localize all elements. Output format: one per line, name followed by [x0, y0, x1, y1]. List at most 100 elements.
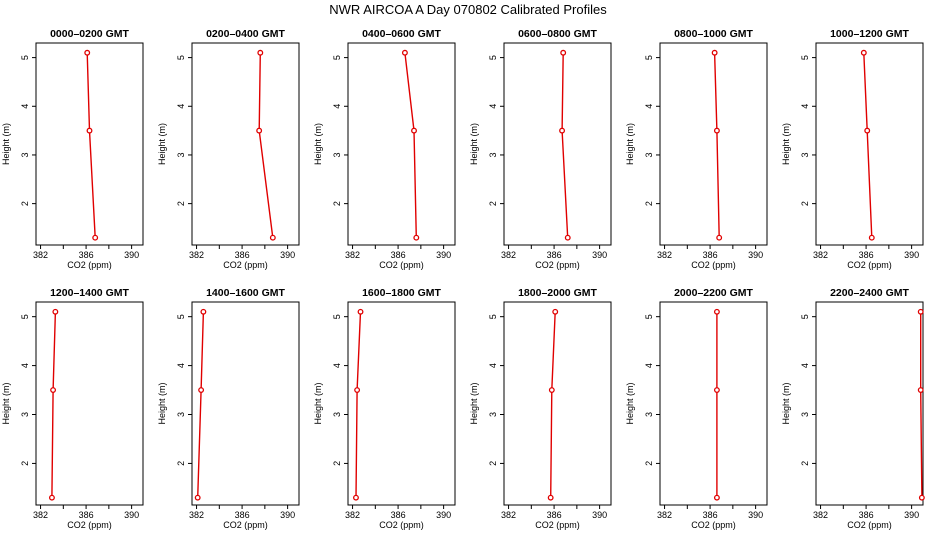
panel-title: 2200–2400 GMT	[830, 287, 909, 299]
x-tick-label: 390	[124, 510, 139, 520]
x-tick-label: 390	[904, 250, 919, 260]
data-point	[256, 127, 263, 134]
profile-line	[86, 52, 96, 238]
panel-9: 1600–1800 GMT 382 386 390 CO2 (ppm) 2 3 4 5 Heigh…	[313, 287, 456, 530]
panel-title: 1800–2000 GMT	[518, 287, 597, 299]
panel-11: 2000–2200 GMT 382 386 390 CO2 (ppm) 2 3 4 5 Heigh…	[625, 287, 768, 530]
y-tick-label: 3	[644, 412, 654, 417]
y-tick-label: 3	[644, 152, 654, 157]
x-tick-label: 382	[813, 510, 828, 520]
data-point	[353, 494, 359, 501]
data-point	[257, 49, 264, 56]
x-tick-label: 390	[592, 510, 607, 520]
y-axis-label: Height (m)	[781, 382, 791, 424]
y-axis-label: Height (m)	[1, 123, 11, 165]
plot-frame	[347, 42, 456, 246]
figure-title: NWR AIRCOA A Day 070802 Calibrated Profi…	[329, 2, 607, 17]
y-tick-label: 2	[644, 201, 654, 206]
y-tick-label: 4	[800, 363, 810, 368]
plot-frame	[815, 42, 924, 246]
data-point	[860, 49, 867, 56]
data-point	[552, 308, 559, 315]
panel-10: 1800–2000 GMT 382 386 390 CO2 (ppm) 2 3 4 5 Heigh…	[469, 287, 612, 530]
y-tick-label: 5	[20, 55, 30, 60]
data-point	[868, 234, 875, 241]
x-axis-label: CO2 (ppm)	[379, 520, 424, 530]
y-tick-label: 4	[488, 104, 498, 109]
x-axis-label: CO2 (ppm)	[535, 260, 580, 270]
data-point	[194, 494, 201, 501]
data-point	[354, 387, 361, 393]
y-tick-label: 2	[800, 461, 810, 466]
y-axis-label: Height (m)	[157, 123, 167, 165]
data-point	[918, 494, 925, 501]
y-tick-label: 2	[20, 461, 30, 466]
data-point	[713, 127, 720, 134]
x-tick-label: 390	[904, 510, 919, 520]
y-tick-label: 4	[20, 104, 30, 109]
x-tick-label: 382	[657, 250, 672, 260]
y-axis-label: Height (m)	[469, 123, 479, 165]
data-point	[559, 127, 566, 134]
y-axis-label: Height (m)	[625, 382, 635, 424]
x-tick-label: 386	[859, 510, 874, 520]
panel-4: 0600–0800 GMT 382 386 390 CO2 (ppm) 2 3 4 5 Heigh…	[469, 28, 612, 270]
x-tick-label: 390	[436, 510, 451, 520]
data-point	[713, 308, 720, 315]
x-tick-label: 386	[703, 510, 718, 520]
x-tick-label: 382	[501, 250, 516, 260]
x-tick-label: 386	[79, 510, 94, 520]
plot-frame	[191, 42, 300, 246]
data-point	[52, 308, 59, 315]
profile-line	[197, 311, 205, 498]
data-point	[411, 127, 417, 134]
data-point	[564, 234, 571, 241]
y-tick-label: 2	[332, 201, 342, 206]
panel-title: 1600–1800 GMT	[362, 287, 441, 299]
panel-3: 0400–0600 GMT 382 386 390 CO2 (ppm) 2 3 4 5 Heigh…	[313, 28, 456, 270]
x-tick-label: 386	[547, 250, 562, 260]
y-tick-label: 2	[176, 201, 186, 206]
x-tick-label: 382	[345, 510, 360, 520]
data-point	[92, 234, 99, 241]
y-axis-label: Height (m)	[469, 382, 479, 424]
y-tick-label: 4	[332, 104, 342, 109]
y-tick-label: 3	[20, 412, 30, 417]
x-tick-label: 390	[592, 250, 607, 260]
x-tick-label: 386	[235, 250, 250, 260]
panel-title: 2000–2200 GMT	[674, 287, 753, 299]
y-tick-label: 2	[644, 461, 654, 466]
data-point	[86, 127, 93, 134]
x-tick-label: 386	[235, 510, 250, 520]
x-tick-label: 386	[703, 250, 718, 260]
y-tick-label: 5	[332, 314, 342, 319]
x-tick-label: 386	[859, 250, 874, 260]
y-tick-label: 4	[176, 363, 186, 368]
data-point	[413, 234, 420, 241]
data-point	[357, 308, 364, 315]
y-tick-label: 4	[488, 363, 498, 368]
x-tick-label: 390	[280, 250, 295, 260]
x-tick-label: 382	[501, 510, 516, 520]
plot-frame	[35, 301, 144, 506]
data-point	[713, 387, 720, 393]
y-tick-label: 2	[332, 461, 342, 466]
x-axis-label: CO2 (ppm)	[535, 520, 580, 530]
y-tick-label: 2	[176, 461, 186, 466]
data-point	[200, 308, 207, 315]
x-tick-label: 382	[345, 250, 360, 260]
x-axis-label: CO2 (ppm)	[223, 520, 268, 530]
x-axis-label: CO2 (ppm)	[691, 520, 736, 530]
data-point	[713, 494, 720, 501]
y-tick-label: 3	[488, 412, 498, 417]
y-tick-label: 3	[488, 152, 498, 157]
x-tick-label: 382	[189, 510, 204, 520]
y-axis-label: Height (m)	[625, 123, 635, 165]
y-tick-label: 5	[488, 314, 498, 319]
data-point	[401, 49, 408, 56]
profile-line	[920, 311, 923, 498]
y-tick-label: 5	[176, 55, 186, 60]
y-tick-label: 2	[488, 461, 498, 466]
x-tick-label: 390	[748, 250, 763, 260]
y-tick-label: 3	[332, 412, 342, 417]
